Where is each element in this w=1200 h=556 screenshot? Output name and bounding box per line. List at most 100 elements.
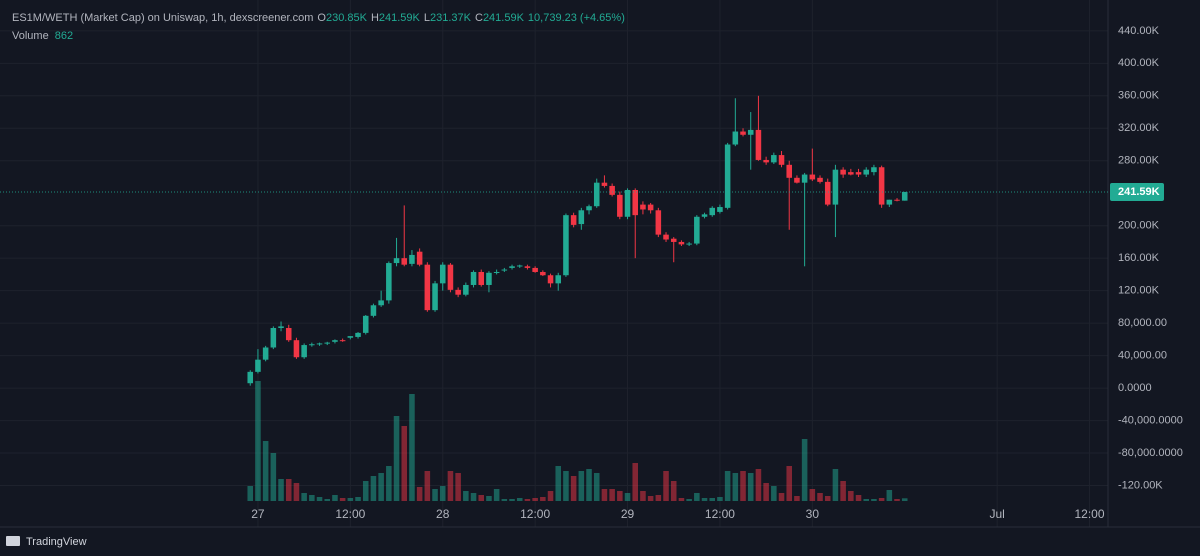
candle-body: [794, 177, 800, 183]
y-tick-label: 280.00K: [1118, 155, 1160, 167]
volume-value: 862: [55, 30, 73, 42]
candle-body: [617, 194, 623, 217]
candle-body: [501, 269, 508, 271]
header: ES1M/WETH (Market Cap) on Uniswap, 1h, d…: [12, 12, 625, 24]
o-label: O: [317, 12, 326, 24]
volume-bar: [655, 495, 662, 501]
candle-body: [439, 264, 446, 284]
candle-body: [632, 189, 639, 216]
volume-bar: [670, 481, 677, 501]
candle-body: [416, 251, 423, 265]
volume-bar: [493, 489, 500, 501]
candle-body: [547, 275, 554, 284]
y-tick-label: 120.00K: [1118, 285, 1160, 297]
candle-body: [778, 155, 785, 165]
volume-bar: [570, 476, 577, 501]
candle-body: [694, 216, 700, 244]
candle-body: [455, 289, 461, 295]
volume-bar: [301, 493, 307, 501]
candle-body: [355, 332, 361, 337]
volume-bar: [285, 479, 292, 501]
volume-bar: [855, 495, 862, 501]
volume-bar: [362, 481, 369, 501]
volume-bar: [424, 471, 431, 501]
x-tick-label: 12:00: [335, 507, 365, 521]
volume-bar: [447, 471, 454, 501]
volume-bar: [332, 495, 338, 501]
last-price-label: 241.59K: [1118, 186, 1160, 198]
volume-bar: [809, 489, 816, 501]
x-tick-label: Jul: [989, 507, 1004, 521]
candle-body: [401, 258, 408, 265]
candle-body: [871, 167, 877, 173]
volume-bar: [740, 471, 746, 501]
x-tick-label: 27: [251, 507, 265, 521]
candle-body: [470, 271, 477, 285]
candle-body: [817, 177, 823, 182]
change: 10,739.23 (+4.65%): [528, 12, 625, 24]
y-tick-label: 0.0000: [1118, 382, 1152, 394]
candle-body: [285, 328, 292, 341]
volume-bar: [778, 493, 785, 501]
volume-bar: [755, 469, 762, 501]
candle-body: [424, 264, 431, 311]
candle-body: [894, 199, 900, 201]
volume-bar: [409, 394, 415, 501]
y-tick-label: -80,000.0000: [1118, 447, 1183, 459]
h-label: H: [371, 12, 379, 24]
candle-body: [678, 241, 685, 245]
volume-bar: [663, 471, 669, 501]
y-tick-label: 400.00K: [1118, 57, 1160, 69]
candle-body: [901, 191, 908, 201]
volume-bar: [270, 453, 277, 501]
volume-bar: [901, 498, 908, 501]
candle-body: [339, 340, 346, 342]
volume-bar: [894, 499, 900, 501]
candle-body: [732, 131, 739, 145]
volume-bar: [701, 498, 708, 501]
last-price-badge: [1110, 182, 1164, 201]
candle-body: [324, 342, 331, 344]
volume-bar: [540, 497, 546, 501]
volume-bar: [863, 499, 869, 501]
volume-bar: [771, 486, 777, 501]
candle-body: [771, 155, 777, 163]
candle-body: [670, 238, 677, 242]
candle-body: [293, 340, 300, 358]
volume-bar: [470, 493, 477, 501]
volume-bar: [455, 473, 461, 501]
volume-bar: [732, 473, 739, 501]
candle-body: [701, 214, 708, 217]
candle-body: [848, 172, 854, 175]
candle-body: [886, 199, 893, 205]
volume-bar: [563, 471, 569, 501]
volume-bar: [378, 473, 384, 501]
y-tick-label: 160.00K: [1118, 252, 1160, 264]
y-tick-label: 40,000.00: [1118, 350, 1167, 362]
h-value: 241.59K: [379, 12, 421, 24]
candle-body: [278, 326, 284, 329]
volume-bar: [501, 499, 508, 501]
o-value: 230.85K: [326, 12, 368, 24]
brand-logo: TradingView: [6, 536, 87, 548]
candle-body: [863, 169, 869, 175]
brand: TradingView: [26, 536, 87, 548]
volume-bar: [509, 499, 515, 501]
candle-body: [824, 181, 831, 205]
candle-body: [624, 189, 631, 217]
candle-body: [763, 159, 769, 163]
volume-bar: [578, 471, 585, 501]
volume-bar: [824, 496, 831, 501]
volume-bar: [609, 489, 615, 501]
volume-bar: [524, 499, 531, 501]
x-tick-label: 29: [621, 507, 635, 521]
x-tick-label: 12:00: [705, 507, 735, 521]
candle-body: [609, 185, 615, 195]
volume-label: Volume: [12, 30, 49, 42]
candle-body: [447, 264, 454, 290]
volume-bar: [647, 496, 654, 501]
candle-body: [409, 254, 415, 264]
candle-body: [347, 336, 354, 338]
